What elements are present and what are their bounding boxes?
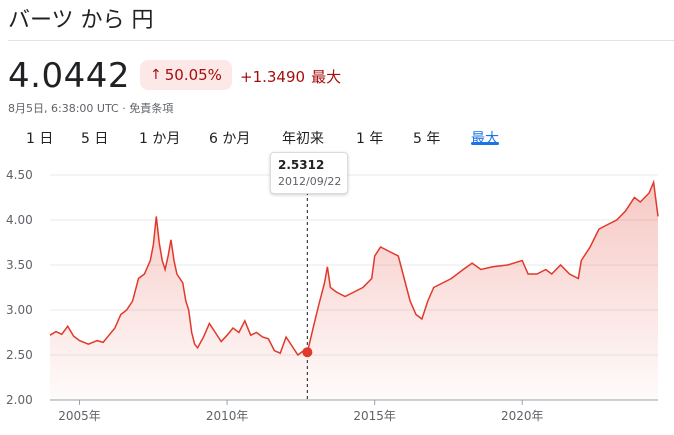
hover-point [302, 347, 313, 358]
change-absolute-group: +1.3490 最大 [240, 66, 341, 87]
y-tick-label: 2.00 [6, 393, 33, 407]
change-absolute: +1.3490 [240, 68, 306, 86]
change-percent: 50.05% [164, 66, 222, 84]
x-tick-label: 2020年 [501, 409, 544, 423]
tab-5y[interactable]: 5 年 [413, 131, 441, 147]
hover-tooltip: 2.5312 2012/09/22 [270, 152, 348, 194]
page-title: バーツ から 円 [8, 8, 154, 33]
y-tick-label: 4.00 [6, 213, 33, 227]
current-price: 4.0442 [8, 56, 130, 96]
active-tab-indicator [471, 142, 499, 145]
tab-6m[interactable]: 6 か月 [209, 131, 251, 147]
tab-max[interactable]: 最大 [471, 131, 499, 147]
change-percent-badge: ↑ 50.05% [140, 60, 232, 90]
x-tick-label: 2015年 [353, 409, 396, 423]
tab-ytd[interactable]: 年初来 [282, 131, 324, 147]
x-tick-label: 2010年 [206, 409, 249, 423]
tab-1y[interactable]: 1 年 [356, 131, 384, 147]
x-tick-label: 2005年 [58, 409, 101, 423]
tab-5d[interactable]: 5 日 [81, 131, 109, 147]
header-divider [8, 40, 674, 41]
y-tick-label: 2.50 [6, 348, 33, 362]
price-area [50, 182, 658, 400]
tab-1m[interactable]: 1 か月 [139, 131, 181, 147]
y-tick-label: 3.50 [6, 258, 33, 272]
tooltip-date: 2012/09/22 [278, 175, 342, 188]
y-tick-label: 4.50 [6, 168, 33, 182]
tab-1d[interactable]: 1 日 [26, 131, 54, 147]
timestamp-disclaimer[interactable]: 8月5日, 6:38:00 UTC · 免責条項 [8, 102, 174, 115]
price-chart[interactable]: 4.50 4.00 3.50 3.00 2.50 2.00 2005年 2010年 2015年… [0, 150, 674, 435]
y-tick-label: 3.00 [6, 303, 33, 317]
price-line [49, 179, 659, 357]
range-tabs: 1 日 5 日 1 か月 6 か月 年初来 1 年 5 年 最大 [0, 124, 674, 150]
tooltip-value: 2.5312 [278, 158, 325, 172]
change-period: 最大 [311, 68, 342, 86]
arrow-up-icon: ↑ [150, 67, 162, 83]
